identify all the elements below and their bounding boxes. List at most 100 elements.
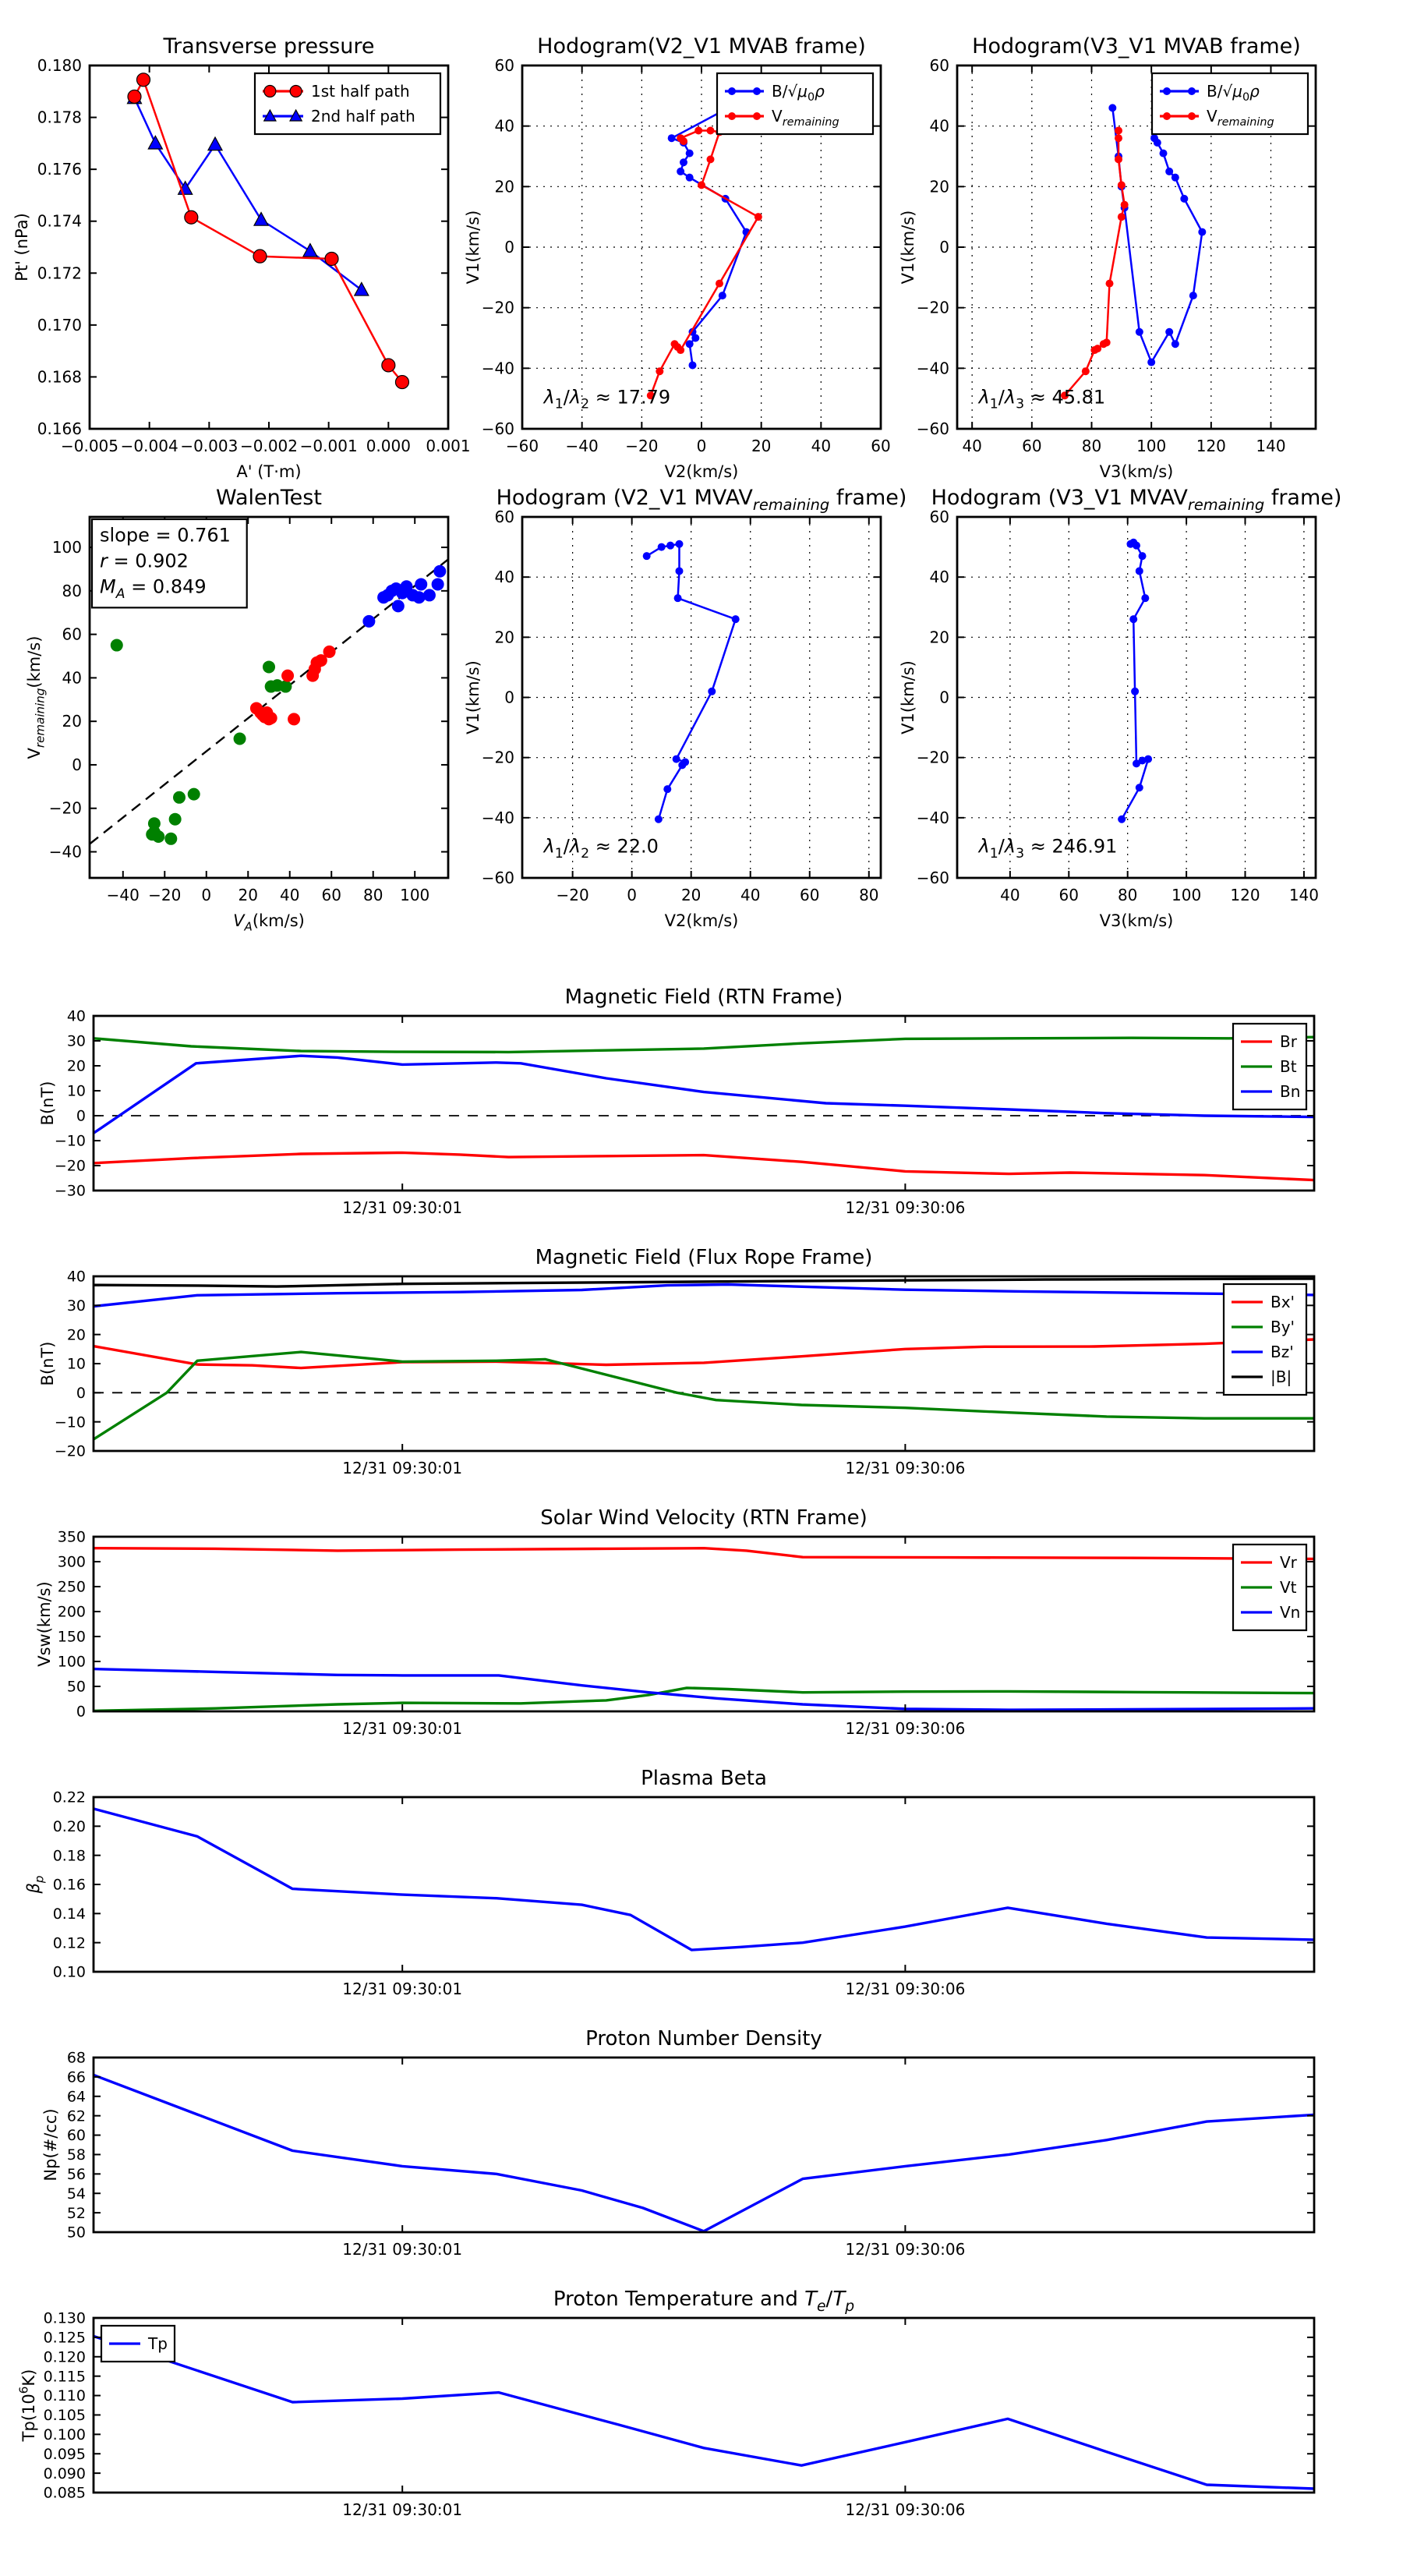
x-tick-label: 140 [1289, 886, 1319, 904]
legend: B/√μ0ρ Vremaining [1150, 72, 1309, 136]
y-tick-label: −40 [49, 843, 82, 862]
x-tick-label: −0.003 [180, 437, 238, 455]
legend-label: Br [1280, 1032, 1298, 1051]
plot-title: Hodogram(V2_V1 MVAB frame) [537, 34, 866, 58]
marker-dot [1131, 687, 1140, 695]
marker-circle [394, 374, 410, 390]
marker-dot [1135, 567, 1143, 575]
axes-background [522, 517, 881, 878]
legend: Tp [100, 2324, 176, 2363]
legend-label: Bt [1280, 1057, 1297, 1076]
series-B-magnitude [93, 1277, 1315, 1288]
marker-circle [127, 89, 142, 104]
marker-dot [323, 645, 336, 658]
marker-dot [1180, 194, 1189, 203]
series-Bx-prime [93, 1338, 1315, 1370]
marker-dot [1102, 338, 1111, 347]
series-V-remaining [646, 126, 762, 400]
series-hodogram-path [1118, 538, 1153, 823]
legend-label: Vr [1280, 1553, 1298, 1572]
marker-dot [675, 540, 684, 548]
y-tick-label: −20 [917, 748, 949, 767]
y-tick-label: 20 [62, 712, 82, 731]
marker-dot [147, 817, 161, 830]
series-line [93, 1283, 1315, 1308]
x-tick-label: −0.005 [61, 437, 118, 455]
marker-dot [1081, 367, 1090, 376]
series-line [93, 2334, 1315, 2490]
y-tick-label: 52 [67, 2205, 86, 2222]
marker-dot [362, 614, 376, 628]
marker-dot [1133, 759, 1140, 768]
plot-title: Plasma Beta [641, 1767, 767, 1790]
series-Tp [93, 2334, 1315, 2490]
marker-dot [667, 134, 676, 143]
series-Bn [93, 1054, 1315, 1134]
marker-circle [184, 210, 199, 225]
legend-box [253, 72, 442, 136]
marker-dot [281, 669, 295, 682]
y-axis-label: Tp(106K) [17, 2369, 38, 2443]
marker-dot [718, 292, 726, 300]
plot-title: Transverse pressure [163, 34, 375, 58]
marker-dot [698, 181, 705, 189]
annotation-text: λ1/λ3 ≈ 246.91 [977, 836, 1118, 862]
axes-border [92, 2056, 1316, 2234]
marker-dot [415, 578, 428, 591]
marker-dot [1115, 155, 1122, 164]
x-tick-label: −20 [557, 886, 589, 904]
annotation-line: MA = 0.849 [100, 576, 207, 602]
x-axis-label: V2(km/s) [665, 911, 739, 930]
plot-title: Magnetic Field (RTN Frame) [565, 985, 843, 1009]
marker-dot [708, 687, 716, 695]
y-tick-label: 300 [58, 1554, 86, 1571]
x-tick-label: 100 [1136, 437, 1166, 455]
y-tick-label: 20 [495, 177, 514, 196]
marker-dot [677, 167, 685, 175]
plot-wt: −40 −20 0 20 40 60 80 100 −40 −20 0 20 40 60 80 100 Wale… [25, 486, 450, 933]
plot-title: Magnetic Field (Flux Rope Frame) [535, 1246, 873, 1269]
legend-label: Bz' [1270, 1343, 1294, 1361]
marker-dot [666, 541, 675, 550]
legend-label: Bx' [1270, 1293, 1295, 1311]
x-tick-label: 80 [859, 886, 878, 904]
marker-dot [187, 787, 200, 801]
y-tick-label: 0 [72, 755, 82, 774]
marker-dot [706, 155, 715, 164]
x-tick-label: 12/31 09:30:06 [845, 2500, 965, 2519]
y-tick-label: 0.16 [53, 1877, 86, 1894]
y-tick-label: 40 [67, 1269, 86, 1286]
marker-dot [680, 137, 687, 146]
x-tick-label: 12/31 09:30:01 [342, 1198, 462, 1217]
annotation-text: λ1/λ2 ≈ 17.79 [542, 386, 671, 412]
series-walen-green [110, 639, 292, 845]
marker-circle [381, 358, 396, 373]
marker-dot [716, 279, 723, 288]
marker-dot [422, 589, 436, 602]
y-tick-label: 40 [495, 568, 514, 586]
marker-dot [1163, 87, 1171, 95]
series-beta-p [93, 1807, 1315, 1951]
y-tick-label: −40 [482, 359, 514, 377]
axes-background [94, 1797, 1314, 1972]
y-tick-label: 20 [495, 628, 514, 646]
y-tick-label: 20 [930, 628, 949, 646]
legend-label: 1st half path [311, 82, 410, 101]
series-line [89, 558, 449, 845]
plot-title: Hodogram(V3_V1 MVAB frame) [972, 34, 1301, 58]
series-Vt [93, 1686, 1315, 1713]
plot-p3: 12/31 09:30:01 12/31 09:30:06 0.10 0.12 0.14… [24, 1767, 1316, 1998]
y-tick-label: −40 [482, 809, 514, 827]
y-tick-label: −20 [55, 1158, 86, 1175]
y-tick-label: 0.178 [37, 108, 82, 127]
y-tick-label: −20 [917, 299, 949, 317]
x-tick-label: 12/31 09:30:01 [342, 1719, 462, 1738]
x-tick-label: 12/31 09:30:06 [845, 1719, 965, 1738]
x-tick-label: 12/31 09:30:06 [845, 2240, 965, 2259]
marker-dot [673, 594, 682, 603]
plot-p1: 12/31 09:30:01 12/31 09:30:06 −20 −10 0 10 20 3… [38, 1246, 1316, 1477]
series-line [93, 1807, 1315, 1951]
marker-dot [685, 173, 694, 182]
plot-title: Hodogram (V2_V1 MVAVremaining frame) [497, 486, 907, 514]
